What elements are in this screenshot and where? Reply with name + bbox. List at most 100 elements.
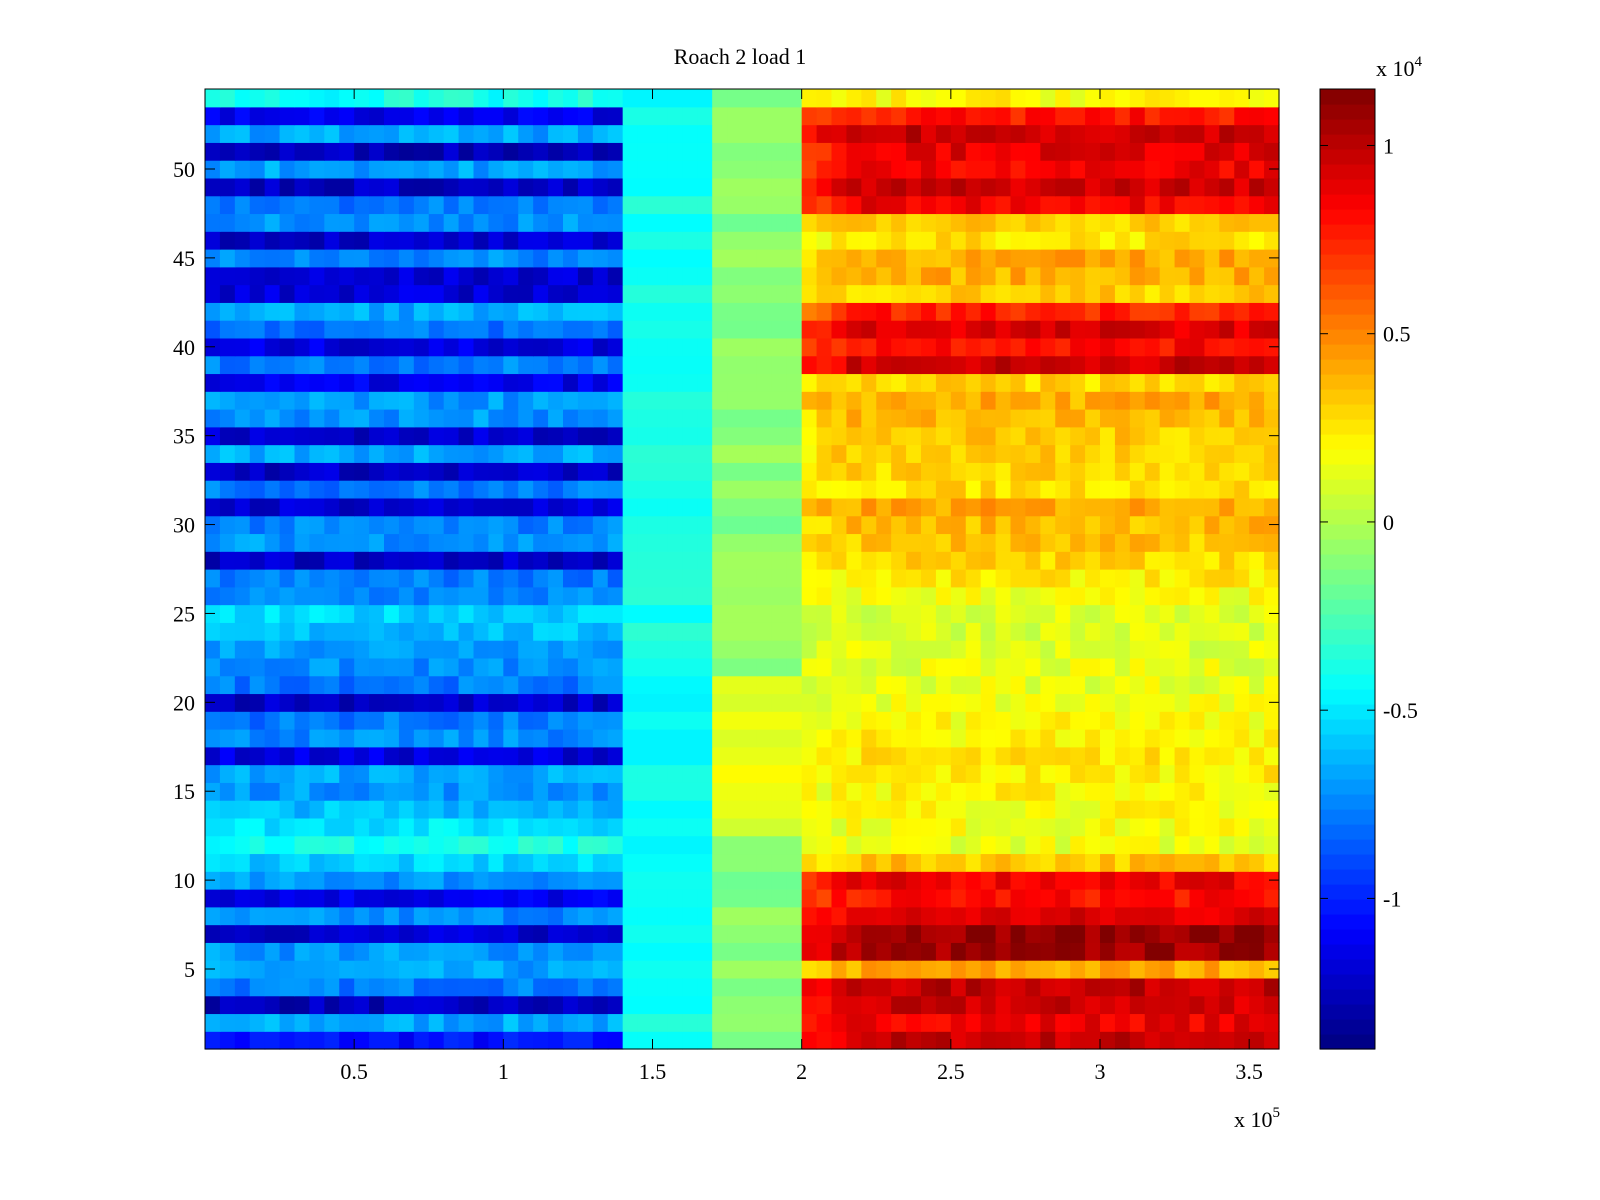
heatmap-cell bbox=[458, 515, 475, 535]
heatmap-cell bbox=[1219, 444, 1235, 463]
heatmap-cell bbox=[622, 533, 639, 552]
heatmap-cell bbox=[1144, 871, 1161, 890]
heatmap-cell bbox=[548, 426, 564, 446]
heatmap-cell bbox=[324, 462, 340, 481]
heatmap-cell bbox=[906, 444, 922, 463]
heatmap-cell bbox=[921, 320, 937, 339]
heatmap-cell bbox=[637, 409, 654, 428]
heatmap-cell bbox=[816, 586, 833, 606]
heatmap-cell bbox=[786, 995, 803, 1015]
heatmap-cell bbox=[965, 195, 982, 215]
heatmap-cell bbox=[607, 853, 624, 872]
heatmap-cell bbox=[637, 1013, 654, 1032]
heatmap-cell bbox=[548, 586, 564, 606]
heatmap-cell bbox=[1085, 177, 1101, 197]
heatmap-cell bbox=[1189, 444, 1206, 463]
heatmap-cell bbox=[801, 337, 818, 357]
heatmap-cell bbox=[1264, 995, 1280, 1015]
heatmap-cell bbox=[667, 426, 683, 446]
heatmap-cell bbox=[727, 960, 743, 979]
heatmap-cell bbox=[1174, 106, 1191, 126]
heatmap-cell bbox=[622, 782, 639, 801]
heatmap-cell bbox=[309, 640, 325, 659]
heatmap-cell bbox=[846, 889, 862, 908]
heatmap-cell bbox=[1010, 515, 1027, 535]
heatmap-cell bbox=[935, 942, 952, 961]
heatmap-cell bbox=[801, 817, 818, 837]
heatmap-cell bbox=[384, 960, 400, 979]
heatmap-cell bbox=[861, 337, 877, 357]
heatmap-cell bbox=[384, 764, 400, 783]
heatmap-cell bbox=[1085, 551, 1101, 570]
heatmap-cell bbox=[727, 231, 743, 250]
heatmap-cell bbox=[339, 622, 355, 641]
heatmap-cell bbox=[294, 551, 311, 570]
heatmap-cell bbox=[876, 586, 892, 606]
heatmap-cell bbox=[1219, 764, 1235, 783]
heatmap-cell bbox=[950, 284, 967, 303]
heatmap-cell bbox=[876, 711, 892, 730]
colorbar-swatch bbox=[1320, 509, 1375, 525]
heatmap-cell bbox=[1055, 711, 1071, 730]
heatmap-cell bbox=[369, 675, 385, 695]
heatmap-cell bbox=[264, 782, 281, 801]
heatmap-cell bbox=[488, 1031, 504, 1050]
heatmap-cell bbox=[398, 1013, 415, 1032]
heatmap-cell bbox=[324, 853, 340, 872]
heatmap-cell bbox=[1055, 89, 1071, 108]
heatmap-cell bbox=[413, 977, 430, 997]
heatmap-cell bbox=[1055, 871, 1071, 890]
heatmap-cell bbox=[980, 462, 997, 481]
heatmap-cell bbox=[294, 426, 311, 446]
x-tick-label: 1.5 bbox=[639, 1059, 667, 1084]
heatmap-cell bbox=[1174, 729, 1191, 748]
heatmap-cell bbox=[398, 373, 415, 392]
heatmap-cell bbox=[1189, 231, 1206, 250]
heatmap-cell bbox=[279, 409, 296, 428]
heatmap-cell bbox=[727, 160, 743, 179]
heatmap-cell bbox=[1025, 800, 1041, 819]
heatmap-cell bbox=[1234, 906, 1250, 926]
heatmap-cell bbox=[488, 444, 504, 463]
heatmap-cell bbox=[1100, 657, 1116, 677]
heatmap-cell bbox=[473, 302, 490, 321]
heatmap-cell bbox=[980, 622, 997, 641]
heatmap-cell bbox=[339, 586, 355, 606]
heatmap-cell bbox=[846, 924, 862, 943]
heatmap-cell bbox=[786, 426, 803, 446]
heatmap-cell bbox=[354, 373, 370, 392]
heatmap-cell bbox=[473, 782, 490, 801]
heatmap-cell bbox=[861, 871, 877, 890]
heatmap-cell bbox=[518, 604, 534, 623]
heatmap-cell bbox=[756, 853, 773, 872]
heatmap-cell bbox=[1159, 391, 1176, 410]
heatmap-cell bbox=[1114, 729, 1131, 748]
heatmap-cell bbox=[234, 409, 251, 428]
heatmap-cell bbox=[831, 853, 848, 872]
heatmap-cell bbox=[249, 604, 266, 623]
heatmap-cell bbox=[1100, 497, 1116, 517]
heatmap-cell bbox=[950, 177, 967, 197]
heatmap-cell bbox=[1249, 675, 1265, 695]
heatmap-cell bbox=[1085, 746, 1101, 766]
heatmap-cell bbox=[831, 515, 848, 535]
heatmap-cell bbox=[488, 746, 504, 766]
heatmap-cell bbox=[1025, 835, 1041, 855]
heatmap-cell bbox=[846, 195, 862, 215]
heatmap-cell bbox=[652, 586, 669, 606]
heatmap-cell bbox=[891, 871, 907, 890]
heatmap-cell bbox=[965, 480, 982, 499]
heatmap-cell bbox=[995, 409, 1012, 428]
heatmap-cell bbox=[1070, 960, 1086, 979]
heatmap-cell bbox=[205, 800, 221, 819]
heatmap-cell bbox=[473, 373, 490, 392]
heatmap-cell bbox=[443, 89, 460, 108]
heatmap-cell bbox=[294, 177, 311, 197]
heatmap-cell bbox=[1100, 106, 1116, 126]
heatmap-cell bbox=[950, 462, 967, 481]
heatmap-cell bbox=[1189, 160, 1206, 179]
heatmap-cell bbox=[1070, 657, 1086, 677]
heatmap-cell bbox=[980, 924, 997, 943]
heatmap-cell bbox=[652, 409, 669, 428]
heatmap-cell bbox=[428, 729, 445, 748]
